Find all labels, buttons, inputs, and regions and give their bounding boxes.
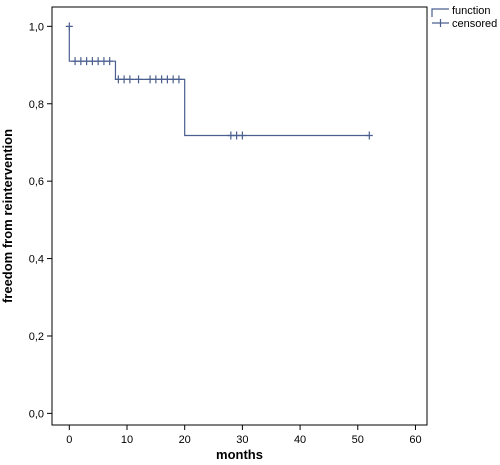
censored-mark bbox=[106, 57, 114, 66]
censored-mark bbox=[238, 131, 246, 140]
legend: function censored bbox=[431, 5, 497, 30]
censored-mark bbox=[175, 75, 183, 84]
legend-function-swatch bbox=[431, 8, 449, 17]
censored-mark bbox=[65, 22, 73, 31]
x-tick-label: 50 bbox=[352, 434, 364, 446]
y-tick-label: 0,4 bbox=[29, 254, 44, 266]
censored-mark bbox=[126, 75, 134, 84]
censored-mark bbox=[365, 131, 373, 140]
x-tick-label: 20 bbox=[179, 434, 191, 446]
y-tick-label: 1,0 bbox=[29, 21, 44, 33]
y-axis-title: freedom from reintervention bbox=[0, 129, 15, 303]
series-layer bbox=[65, 22, 373, 140]
x-tick-label: 10 bbox=[121, 434, 133, 446]
plot-area bbox=[51, 6, 428, 426]
x-tick-label: 0 bbox=[66, 434, 72, 446]
y-tick-label: 0,8 bbox=[29, 99, 44, 111]
x-axis-title: months bbox=[216, 447, 263, 462]
x-axis: 0 10 20 30 40 50 60 bbox=[66, 425, 422, 446]
legend-censored-swatch bbox=[432, 19, 449, 27]
y-axis: 0,0 0,2 0,4 0,6 0,8 1,0 bbox=[29, 21, 52, 420]
censored-mark bbox=[135, 75, 143, 84]
y-tick-label: 0,2 bbox=[29, 331, 44, 343]
y-tick-label: 0,0 bbox=[29, 408, 44, 420]
x-tick-label: 40 bbox=[294, 434, 306, 446]
x-tick-label: 60 bbox=[409, 434, 421, 446]
y-tick-label: 0,6 bbox=[29, 176, 44, 188]
legend-censored-label: censored bbox=[452, 18, 497, 30]
x-tick-label: 30 bbox=[236, 434, 248, 446]
legend-function-label: function bbox=[452, 5, 491, 17]
